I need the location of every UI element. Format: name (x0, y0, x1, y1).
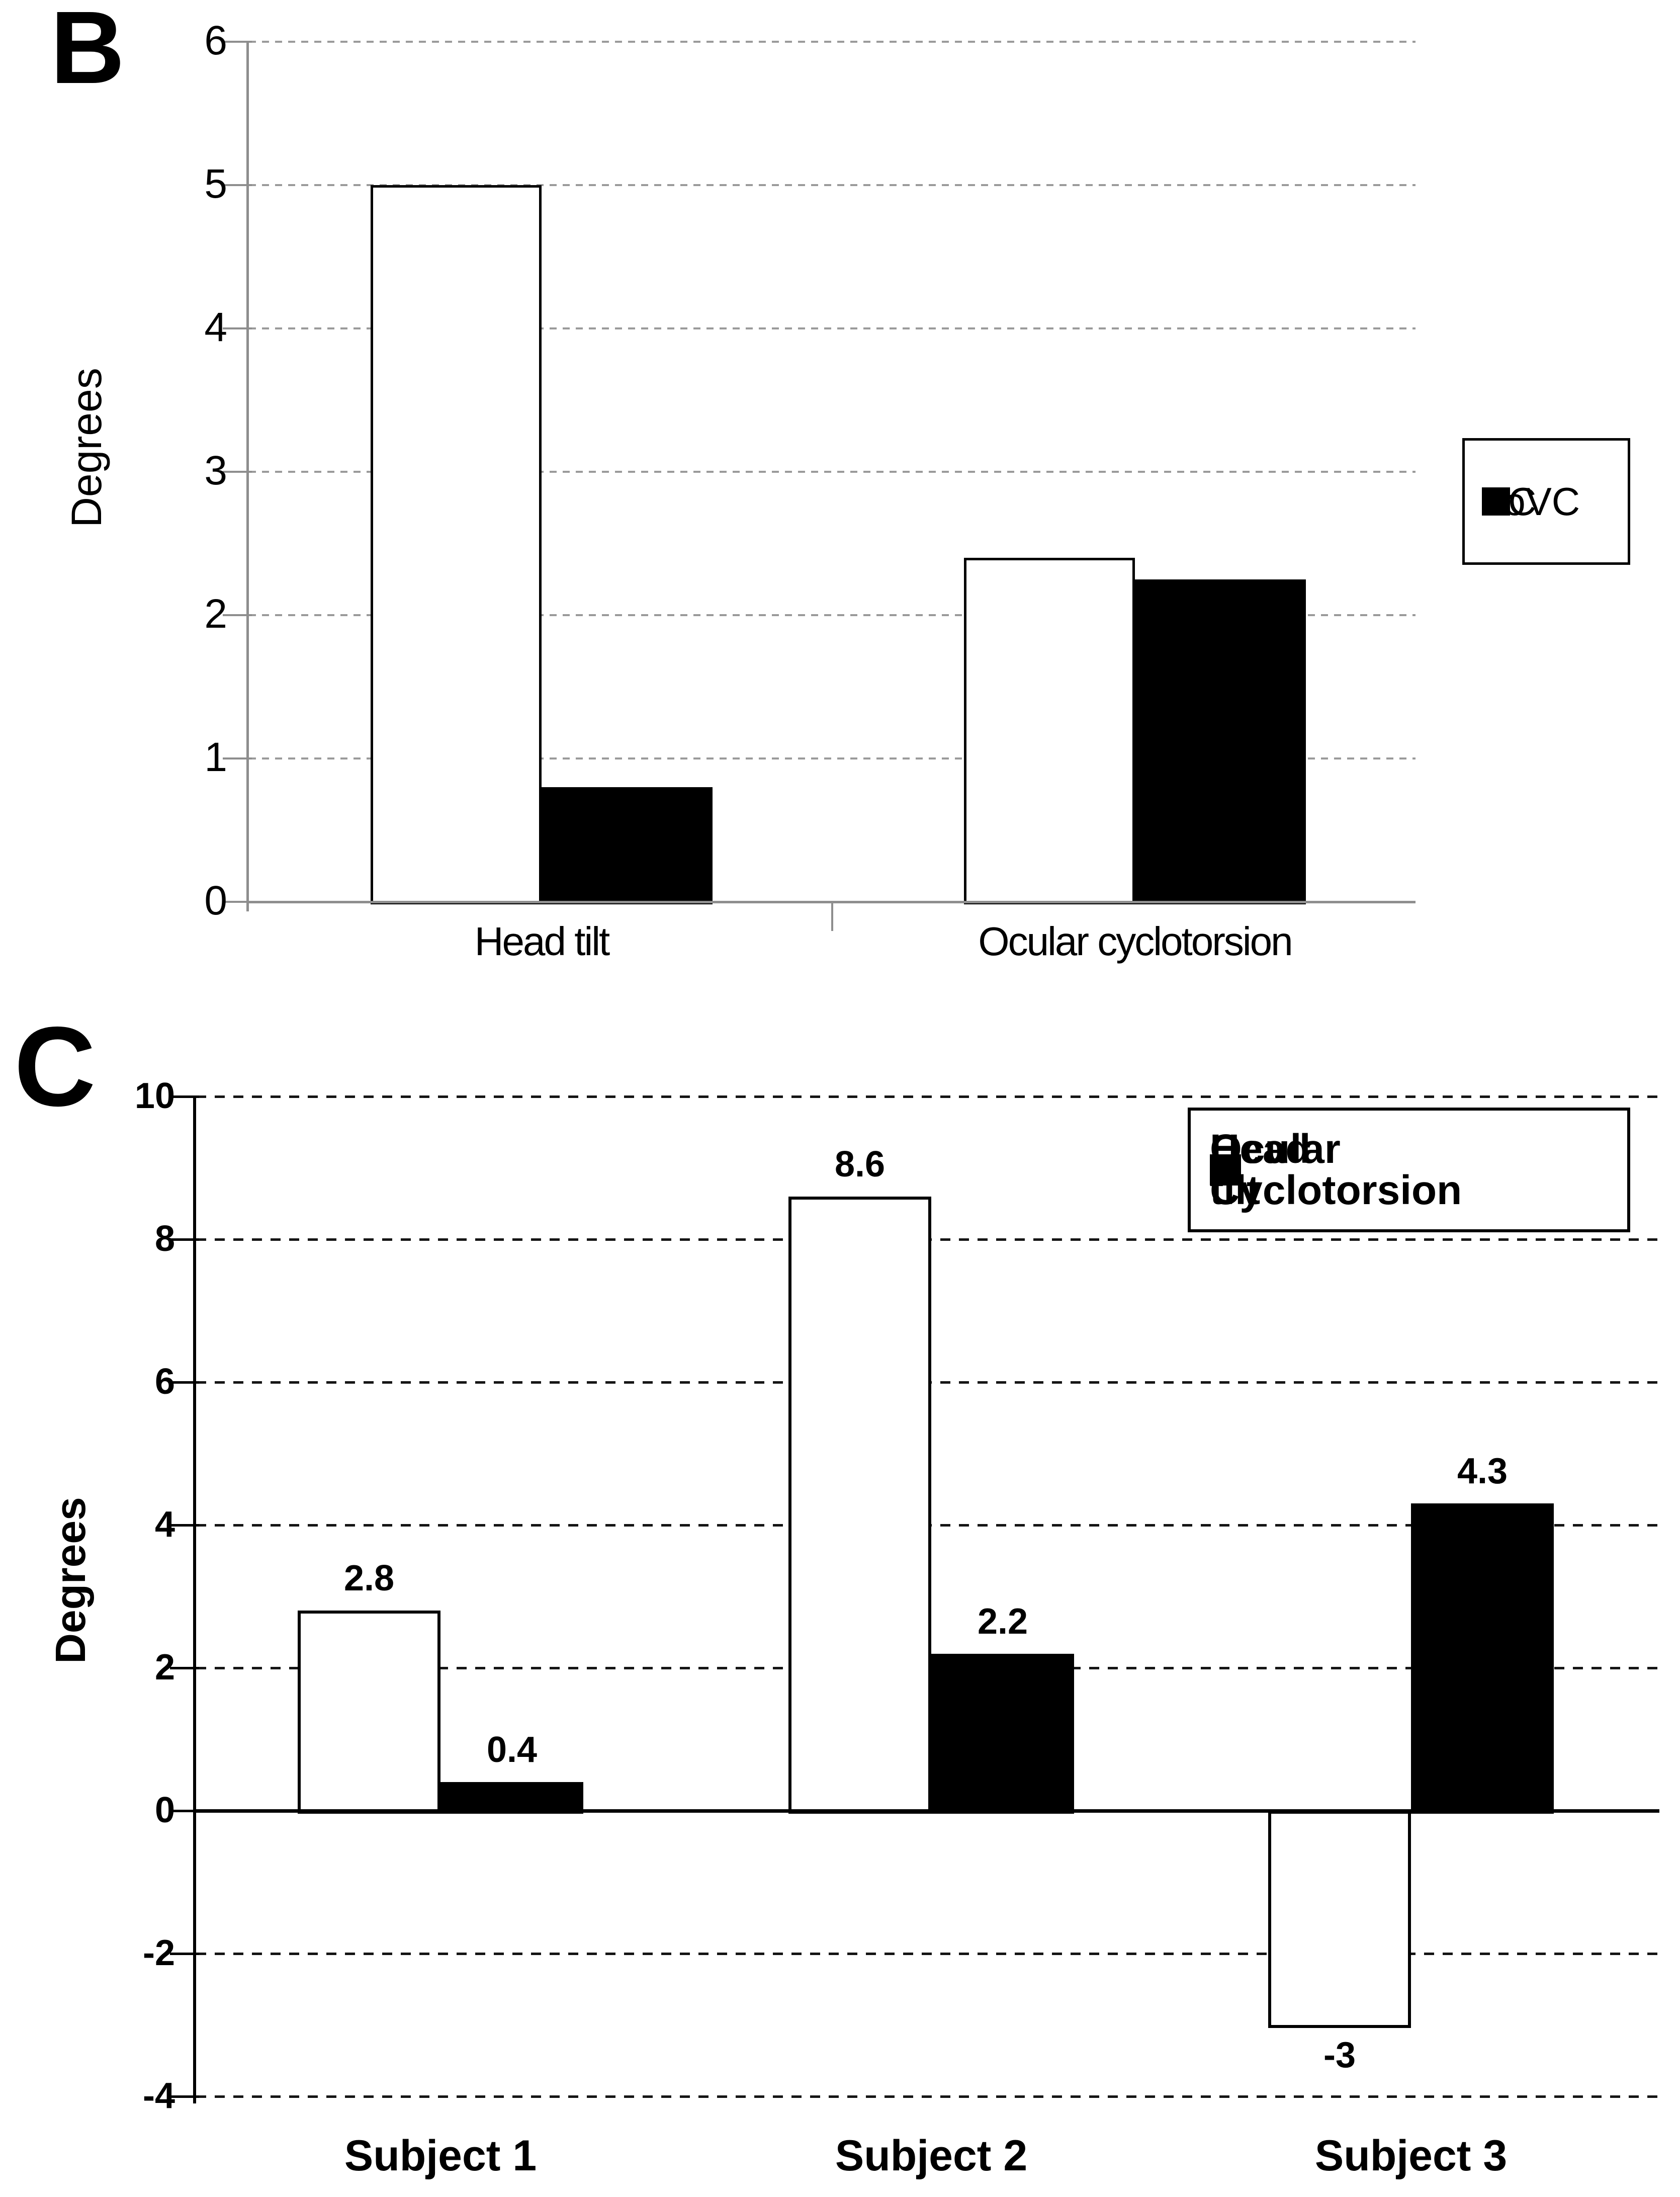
x-axis-line (249, 900, 1416, 903)
gridline (249, 327, 1416, 329)
bar-black (1411, 1503, 1554, 1814)
gridline (249, 41, 1416, 43)
gridline (249, 184, 1416, 186)
bar-value-label: -3 (1323, 2035, 1356, 2075)
x-axis-category-label: Subject 3 (1314, 2132, 1508, 2180)
panel-c-y-axis-title: Degrees (47, 1497, 94, 1664)
x-axis-category-label: Ocular cyclotorsion (978, 919, 1293, 964)
x-axis-category-label: Subject 2 (835, 2132, 1028, 2180)
gridline (249, 757, 1416, 759)
y-axis-tick-label: 6 (204, 18, 227, 64)
y-axis-tick-label: 6 (154, 1361, 175, 1402)
y-axis-tick (170, 1666, 199, 1669)
legend-entry-label: Ocular Cyclotorsion (1210, 1126, 1462, 1213)
y-axis-tick-label: 2 (154, 1647, 175, 1687)
y-axis-tick (223, 41, 252, 43)
y-axis-tick (223, 327, 252, 329)
bar-value-label: 2.2 (977, 1601, 1028, 1642)
legend-box: Head tilt Ocular Cyclotorsion (1188, 1108, 1630, 1232)
y-axis-tick-label: 5 (204, 161, 227, 207)
gridline (196, 1095, 1659, 1098)
y-axis-tick-label: -2 (142, 1932, 175, 1973)
legend-swatch-black (1210, 1154, 1241, 1186)
y-axis-tick-label: -4 (142, 2075, 175, 2116)
gridline (196, 2095, 1659, 2098)
y-axis-tick-label: 4 (204, 304, 227, 351)
gridline (249, 614, 1416, 616)
y-axis-line (193, 1096, 196, 2103)
category-divider-tick (831, 902, 833, 931)
y-axis-tick (223, 184, 252, 186)
bar-white (298, 1611, 440, 1814)
bar-white (1268, 1811, 1411, 2028)
y-axis-tick-label: 4 (154, 1504, 175, 1545)
y-axis-tick (170, 1524, 199, 1527)
bar-value-label: 4.3 (1457, 1451, 1508, 1492)
bar-black (1135, 579, 1306, 904)
y-axis-line (246, 42, 249, 911)
x-axis-line (196, 1809, 1659, 1813)
y-axis-tick (170, 1238, 199, 1241)
bar-white (788, 1196, 931, 1814)
y-axis-tick (223, 901, 252, 903)
y-axis-tick-label: 3 (204, 448, 227, 494)
bar-value-label: 8.6 (834, 1144, 886, 1185)
y-axis-tick-label: 0 (154, 1790, 175, 1830)
y-axis-tick (223, 614, 252, 616)
y-axis-tick-label: 2 (204, 591, 227, 637)
bar-value-label: 0.4 (486, 1730, 538, 1770)
legend-box: VCnoVC (1462, 438, 1630, 565)
y-axis-tick-label: 0 (204, 878, 227, 924)
y-axis-tick-label: 1 (204, 734, 227, 781)
bar-white (371, 185, 542, 904)
y-axis-tick (170, 1381, 199, 1384)
bar-white (964, 558, 1135, 904)
y-axis-tick (170, 1952, 199, 1955)
bar-value-label: 2.8 (343, 1558, 395, 1599)
x-axis-category-label: Head tilt (474, 919, 610, 964)
y-axis-tick (223, 757, 252, 759)
y-axis-tick (223, 471, 252, 473)
y-axis-tick (170, 1095, 199, 1098)
y-axis-tick (170, 2095, 199, 2098)
gridline (196, 1952, 1659, 1955)
x-axis-category-label: Subject 1 (344, 2132, 537, 2180)
legend-entry-label: noVC (1482, 479, 1580, 524)
bar-black (931, 1653, 1074, 1814)
legend-swatch-black (1482, 487, 1510, 516)
gridline (249, 471, 1416, 473)
y-axis-tick (170, 1809, 199, 1812)
y-axis-tick-label: 8 (154, 1218, 175, 1259)
bar-black (542, 787, 713, 904)
panel-c-letter: C (14, 1003, 96, 1130)
y-axis-tick-label: 10 (134, 1075, 175, 1116)
panel-b-letter: B (50, 0, 125, 105)
